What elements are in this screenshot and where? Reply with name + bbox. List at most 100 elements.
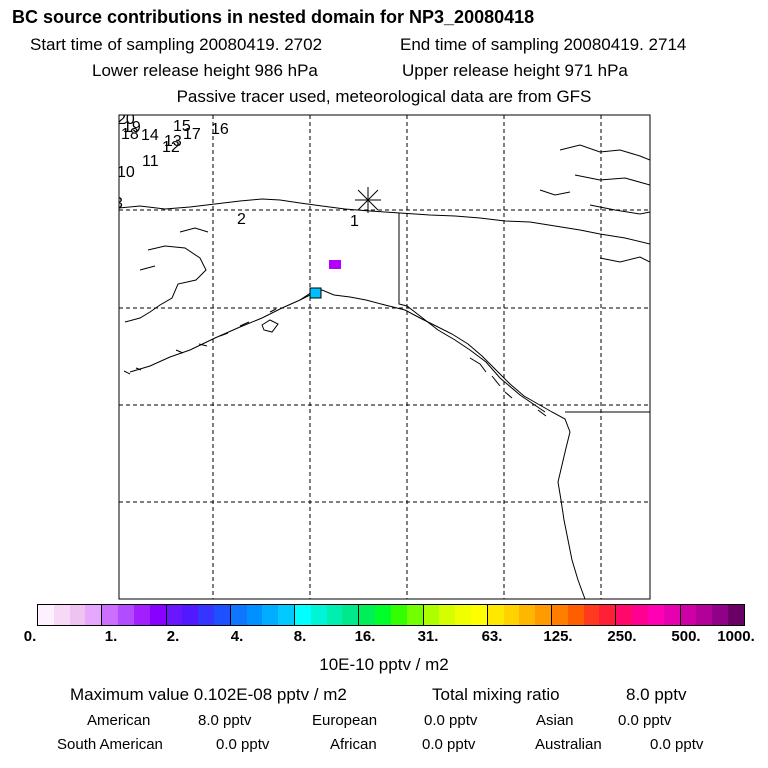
colorbar-segment [632, 605, 648, 625]
sampling-start-time: Start time of sampling 20080419. 2702 [30, 35, 323, 54]
colorbar-segment [53, 605, 70, 625]
colorbar-tick: 1000. [717, 628, 755, 645]
sampling-end-time: End time of sampling 20080419. 2714 [400, 35, 687, 54]
alaska-canada-border [398, 213, 546, 413]
colorbar-segment [599, 605, 617, 625]
colorbar-segment [149, 605, 167, 625]
colorbar-segment [647, 605, 664, 625]
region-value: 0.0 pptv [618, 712, 672, 729]
colorbar-segment [663, 605, 681, 625]
map-content: 1 2 3 10 11 12 13 14 15 16 17 18 19 20 [114, 115, 650, 599]
canada-panhandle-islands [469, 357, 547, 417]
track-label: 1 [350, 213, 359, 230]
colorbar-segment [310, 605, 327, 625]
receptor-star-icon [355, 187, 381, 213]
colorbar [37, 604, 745, 626]
track-label: 18 [121, 126, 139, 143]
lower-release-height: Lower release height 986 hPa [92, 61, 318, 80]
region-name: Asian [536, 712, 574, 729]
colorbar-tick: 63. [481, 628, 503, 645]
colorbar-segment [118, 605, 134, 625]
colorbar-segment [213, 605, 231, 625]
trajectory-labels: 1 2 3 10 11 12 13 14 15 16 17 18 19 20 [114, 115, 359, 230]
colorbar-tick: 1. [104, 628, 118, 645]
track-label: 12 [162, 139, 180, 156]
colorbar-tick: 2. [166, 628, 180, 645]
colorbar-segment [278, 605, 295, 625]
colorbar-tick: 31. [417, 628, 439, 645]
track-label: 17 [183, 126, 201, 143]
map-frame [118, 114, 651, 600]
colorbar-segment [712, 605, 728, 625]
colorbar-segment [583, 605, 600, 625]
region-name: European [312, 712, 378, 729]
colorbar-segment [503, 605, 520, 625]
colorbar-segment [38, 605, 54, 625]
region-value: 0.0 pptv [650, 736, 704, 753]
kodiak-coast [261, 319, 279, 333]
colorbar-segment [375, 605, 391, 625]
colorbar-segment [519, 605, 536, 625]
region-value: 0.0 pptv [216, 736, 270, 753]
upper-release-height: Upper release height 971 hPa [402, 61, 628, 80]
track-label: 10 [117, 164, 135, 181]
colorbar-segment [69, 605, 86, 625]
region-value: 0.0 pptv [422, 736, 476, 753]
colorbar-segment [616, 605, 633, 625]
track-label: 3 [114, 195, 123, 212]
colorbar-segment [455, 605, 471, 625]
colorbar-tick: 16. [354, 628, 376, 645]
region-name: Australian [535, 736, 602, 753]
colorbar-segment [342, 605, 360, 625]
aleutian-islands [123, 308, 277, 375]
colorbar-segment [552, 605, 568, 625]
coastlines [119, 144, 650, 599]
colorbar-segment [567, 605, 584, 625]
colorbar-segment [487, 605, 504, 625]
plot-title: BC source contributions in nested domain… [12, 7, 535, 27]
colorbar-segment [390, 605, 407, 625]
colorbar-segment [535, 605, 552, 625]
maximum-value: Maximum value 0.102E-08 pptv / m2 [70, 685, 347, 704]
colorbar-tick: 4. [230, 628, 244, 645]
region-value: 0.0 pptv [424, 712, 478, 729]
colorbar-segment [406, 605, 424, 625]
blue-source-cell [309, 287, 322, 299]
region-name: South American [57, 736, 163, 753]
arctic-islands-coast [539, 144, 650, 263]
colorbar-segment [182, 605, 199, 625]
colorbar-segment [246, 605, 263, 625]
colorbar-segment [230, 605, 247, 625]
colorbar-segment [470, 605, 488, 625]
track-label: 15 [173, 118, 191, 135]
arctic-coastline [119, 198, 650, 245]
colorbar-segment [439, 605, 456, 625]
colorbar-tick: 125. [543, 628, 573, 645]
colorbar-segment [326, 605, 343, 625]
purple-source-cell [329, 260, 341, 269]
track-label: 19 [123, 119, 141, 136]
colorbar-segment [102, 605, 119, 625]
alaska-west-coast [124, 227, 313, 373]
colorbar-segment [85, 605, 103, 625]
track-label: 2 [237, 211, 246, 228]
colorbar-segment [198, 605, 214, 625]
colorbar-segment [295, 605, 311, 625]
track-label: 14 [141, 127, 159, 144]
track-label: 16 [211, 121, 229, 138]
colorbar-segment [423, 605, 440, 625]
colorbar-segment [359, 605, 376, 625]
colorbar-tick: 500. [671, 628, 701, 645]
colorbar-segment [262, 605, 279, 625]
tracer-info: Passive tracer used, meteorological data… [176, 87, 592, 106]
colorbar-tick: 8. [293, 628, 307, 645]
colorbar-tick: 250. [607, 628, 637, 645]
colorbar-segment [166, 605, 183, 625]
region-name: African [330, 736, 377, 753]
total-mixing-ratio-label: Total mixing ratio [432, 685, 560, 704]
track-label: 13 [164, 133, 182, 150]
track-label: 11 [142, 153, 159, 170]
region-value: 8.0 pptv [198, 712, 252, 729]
colorbar-tick: 0. [23, 628, 37, 645]
colorbar-units: 10E-10 pptv / m2 [319, 655, 449, 674]
